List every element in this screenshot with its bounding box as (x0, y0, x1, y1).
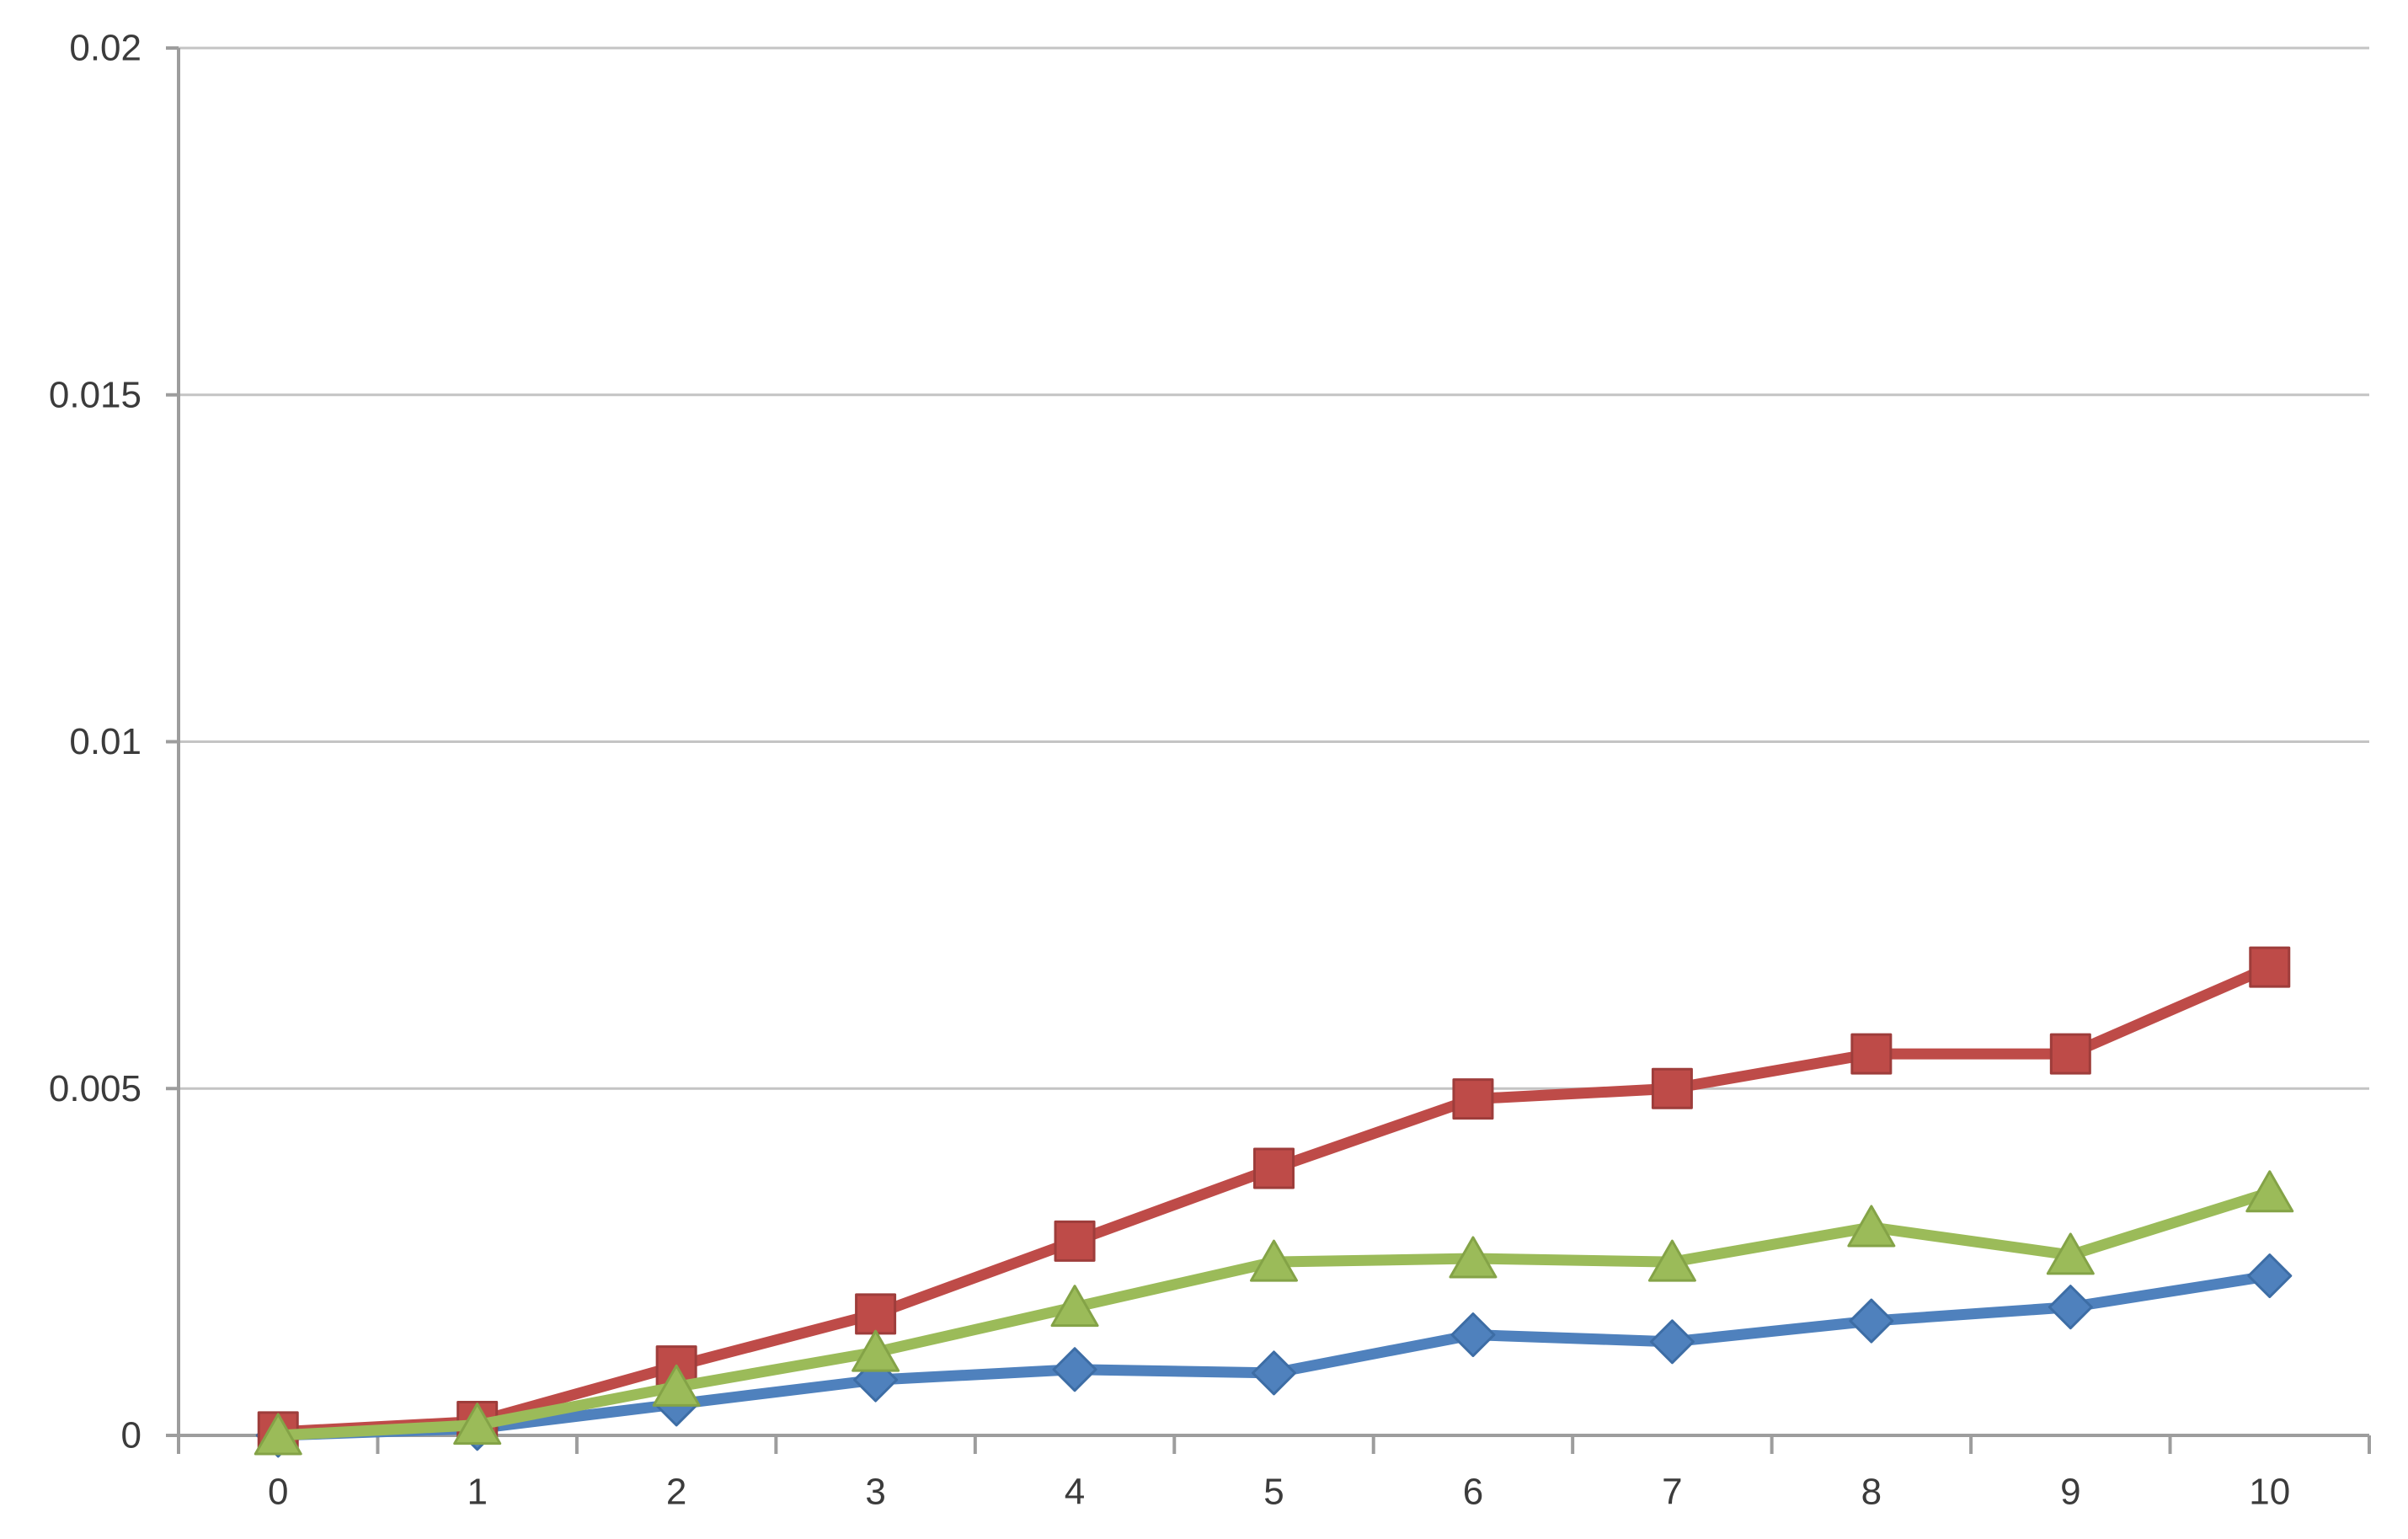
x-tick-label-3: 3 (865, 1472, 885, 1513)
y-tick-label-0.005: 0.005 (49, 1068, 141, 1109)
green-triangle-series-point-x8 (1847, 1205, 1896, 1248)
red-square-series-point-x7 (1651, 1067, 1693, 1109)
red-square-series-point-x5 (1253, 1147, 1295, 1189)
x-tick-label-2: 2 (666, 1472, 686, 1513)
green-triangle-series-point-x6 (1449, 1236, 1498, 1279)
green-triangle-series-point-x7 (1647, 1239, 1696, 1282)
x-tick-label-4: 4 (1065, 1472, 1085, 1513)
blue-diamond-series-point-x8 (1849, 1298, 1894, 1344)
green-triangle-series-point-x2 (652, 1364, 701, 1407)
x-tick-label-8: 8 (1861, 1472, 1882, 1513)
x-tick-label-5: 5 (1263, 1472, 1284, 1513)
x-tick-label-9: 9 (2060, 1472, 2080, 1513)
x-tick-label-10: 10 (2249, 1472, 2290, 1513)
green-triangle-series-point-x5 (1250, 1239, 1298, 1282)
red-square-series-point-x6 (1452, 1078, 1494, 1120)
blue-diamond-series-point-x9 (2048, 1285, 2093, 1330)
y-tick-label-0: 0 (121, 1415, 141, 1456)
red-square-series-point-x3 (855, 1293, 897, 1335)
blue-diamond-series-point-x5 (1252, 1350, 1296, 1396)
x-tick-label-0: 0 (268, 1472, 288, 1513)
x-tick-label-6: 6 (1463, 1472, 1483, 1513)
y-tick-label-0.015: 0.015 (49, 374, 141, 415)
blue-diamond-series-point-x10 (2247, 1253, 2293, 1299)
green-triangle-series-point-x10 (2245, 1170, 2294, 1213)
green-triangle-series-point-x0 (254, 1413, 302, 1456)
blue-diamond-series-point-x4 (1052, 1347, 1097, 1392)
y-tick-label-0.01: 0.01 (69, 721, 141, 762)
green-triangle-series-point-x3 (852, 1329, 900, 1372)
red-square-series-point-x4 (1054, 1220, 1096, 1262)
green-triangle-series-point-x4 (1050, 1285, 1099, 1328)
red-square-series-point-x9 (2049, 1033, 2091, 1075)
x-tick-label-1: 1 (467, 1472, 487, 1513)
red-square-series-point-x10 (2249, 946, 2291, 988)
green-triangle-series-point-x1 (453, 1403, 502, 1445)
blue-diamond-series-point-x6 (1450, 1312, 1496, 1358)
green-triangle-series-point-x9 (2046, 1232, 2095, 1275)
y-tick-label-0.02: 0.02 (69, 28, 141, 69)
red-square-series-point-x8 (1850, 1033, 1893, 1075)
x-tick-label-7: 7 (1662, 1472, 1682, 1513)
blue-diamond-series-point-x7 (1649, 1319, 1695, 1365)
